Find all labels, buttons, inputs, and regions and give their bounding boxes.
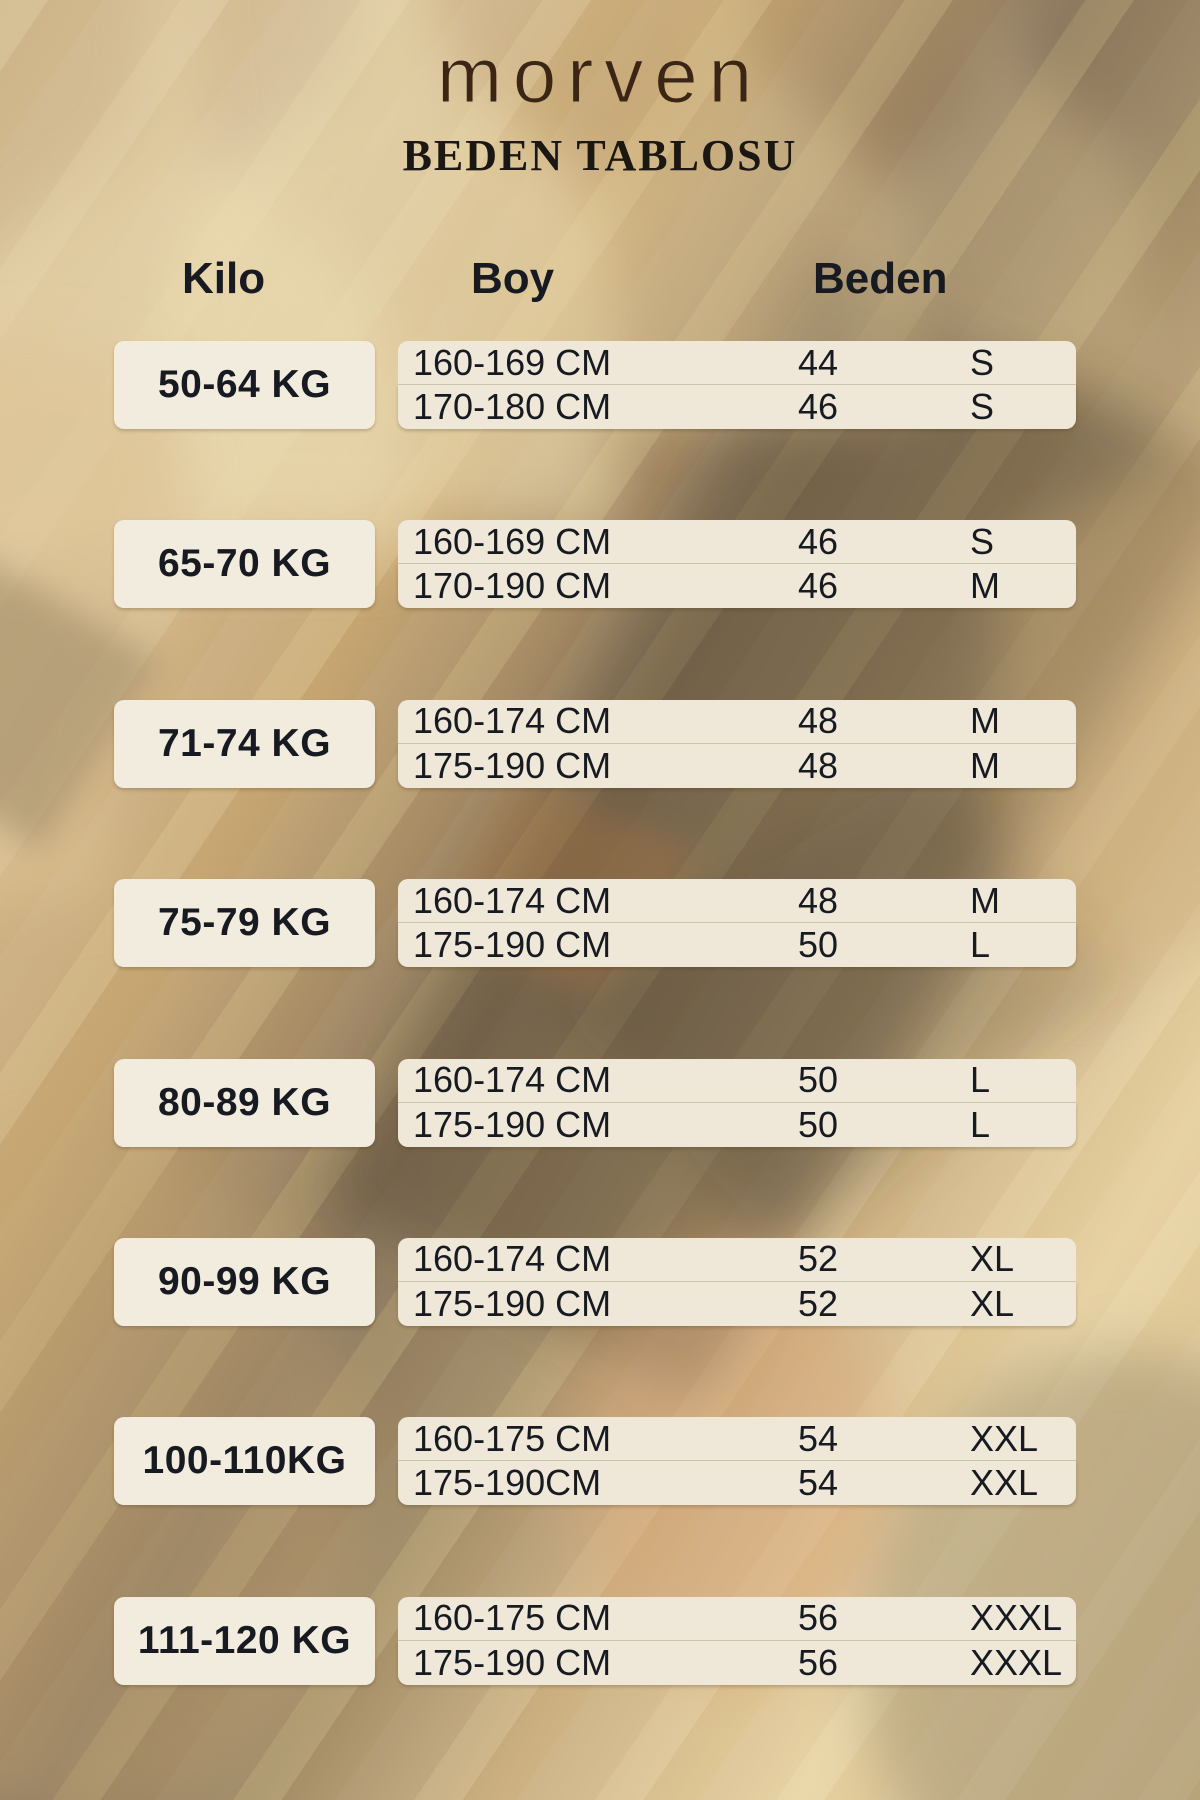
svg-text:morven: morven xyxy=(437,31,763,119)
